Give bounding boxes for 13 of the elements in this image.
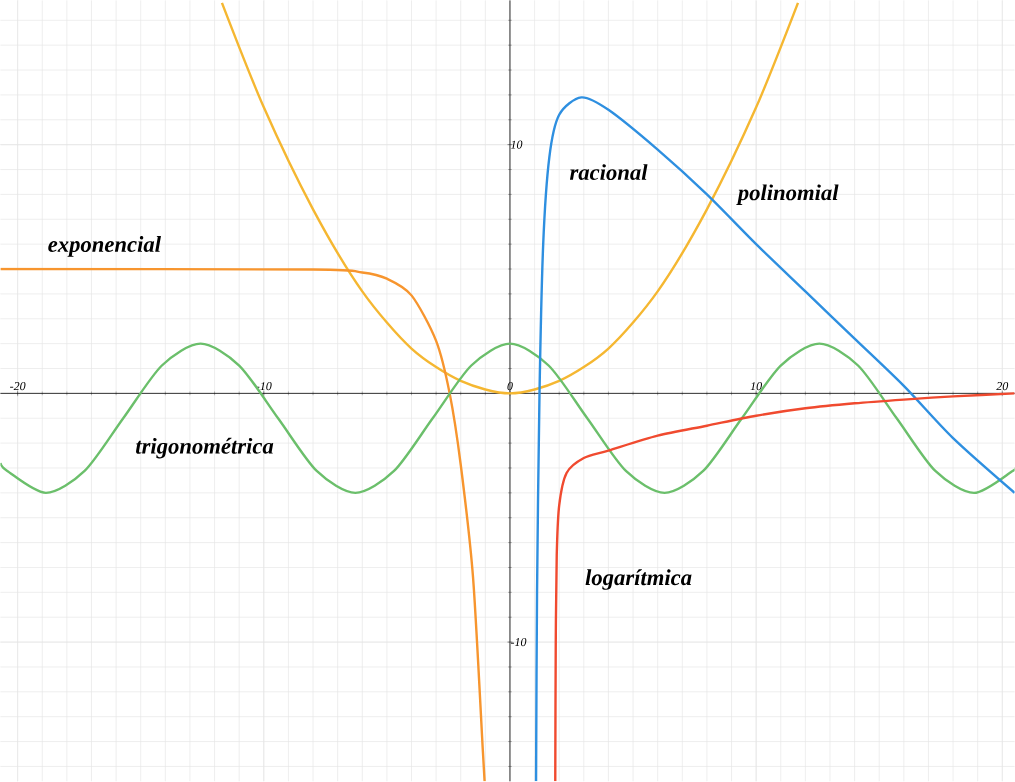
series-label: exponencial bbox=[48, 236, 161, 257]
x-tick-label: 20 bbox=[996, 382, 1009, 391]
x-tick-label: 0 bbox=[507, 382, 513, 391]
x-tick-label: -20 bbox=[10, 382, 26, 391]
series-label: polinomial bbox=[736, 184, 839, 206]
series-label: trigonométrica bbox=[135, 437, 274, 459]
line-series bbox=[0, 342, 1015, 495]
line-series bbox=[534, 96, 1015, 782]
line-series bbox=[554, 392, 1015, 782]
series-label: logarítmica bbox=[585, 569, 692, 590]
line-series bbox=[0, 267, 486, 782]
series-label: racional bbox=[569, 164, 648, 181]
x-tick-label: 10 bbox=[750, 382, 762, 391]
